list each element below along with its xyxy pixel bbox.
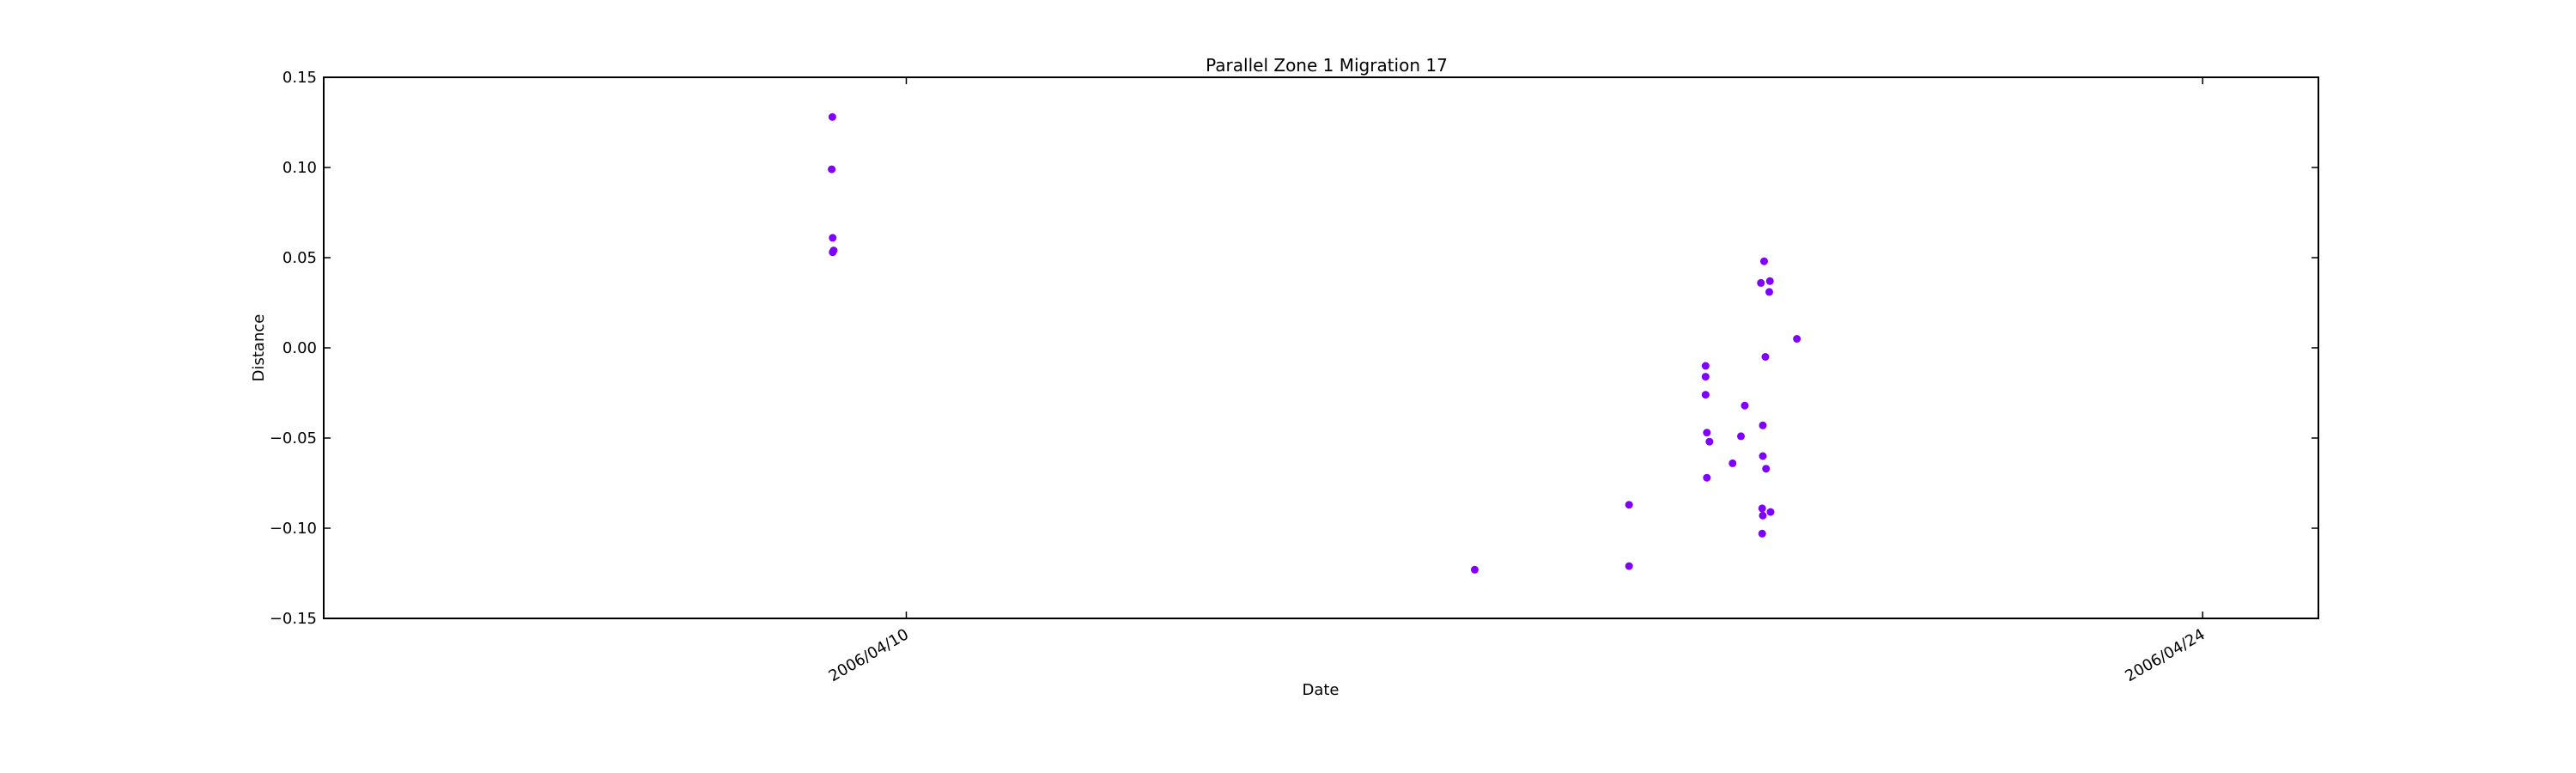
data-point [1762,465,1771,473]
y-tick-label: −0.15 [270,610,317,628]
data-point [1759,257,1768,265]
data-point [1766,508,1775,516]
data-point [1625,501,1633,509]
x-axis-label: Date [1302,681,1339,699]
data-point [1737,432,1746,441]
data-point [1705,437,1714,446]
data-point [1701,362,1710,370]
data-point [1741,401,1749,410]
y-tick-label: 0.05 [283,249,317,267]
data-point [1703,473,1711,482]
data-point [1761,353,1770,361]
y-axis: 0.15 0.10 0.05 0.00 −0.05 −0.10 −0.15 [270,69,2318,628]
data-point [1758,529,1766,538]
y-tick-label: 0.00 [283,339,317,357]
data-point [1759,511,1767,520]
y-tick-label: −0.10 [270,520,317,538]
data-point [1470,565,1479,574]
data-point [829,247,838,255]
data-point [1701,391,1710,399]
data-point [1701,373,1710,381]
data-point [1765,277,1774,285]
y-tick-label: −0.05 [270,429,317,447]
data-point [1793,335,1801,343]
data-point [1758,504,1766,513]
y-tick-label: 0.10 [283,159,317,177]
data-point [1759,452,1767,460]
chart-title: Parallel Zone 1 Migration 17 [1206,55,1448,76]
data-point [1703,429,1711,437]
y-tick-label: 0.15 [283,69,317,87]
data-points [828,113,1801,574]
y-axis-label: Distance [250,314,268,382]
data-point [1728,459,1737,467]
data-point [829,234,837,242]
data-point [1625,562,1633,570]
data-point [828,165,836,173]
data-point [1757,278,1765,287]
data-point [1759,421,1767,429]
data-point [828,113,836,121]
data-point [1765,288,1773,296]
